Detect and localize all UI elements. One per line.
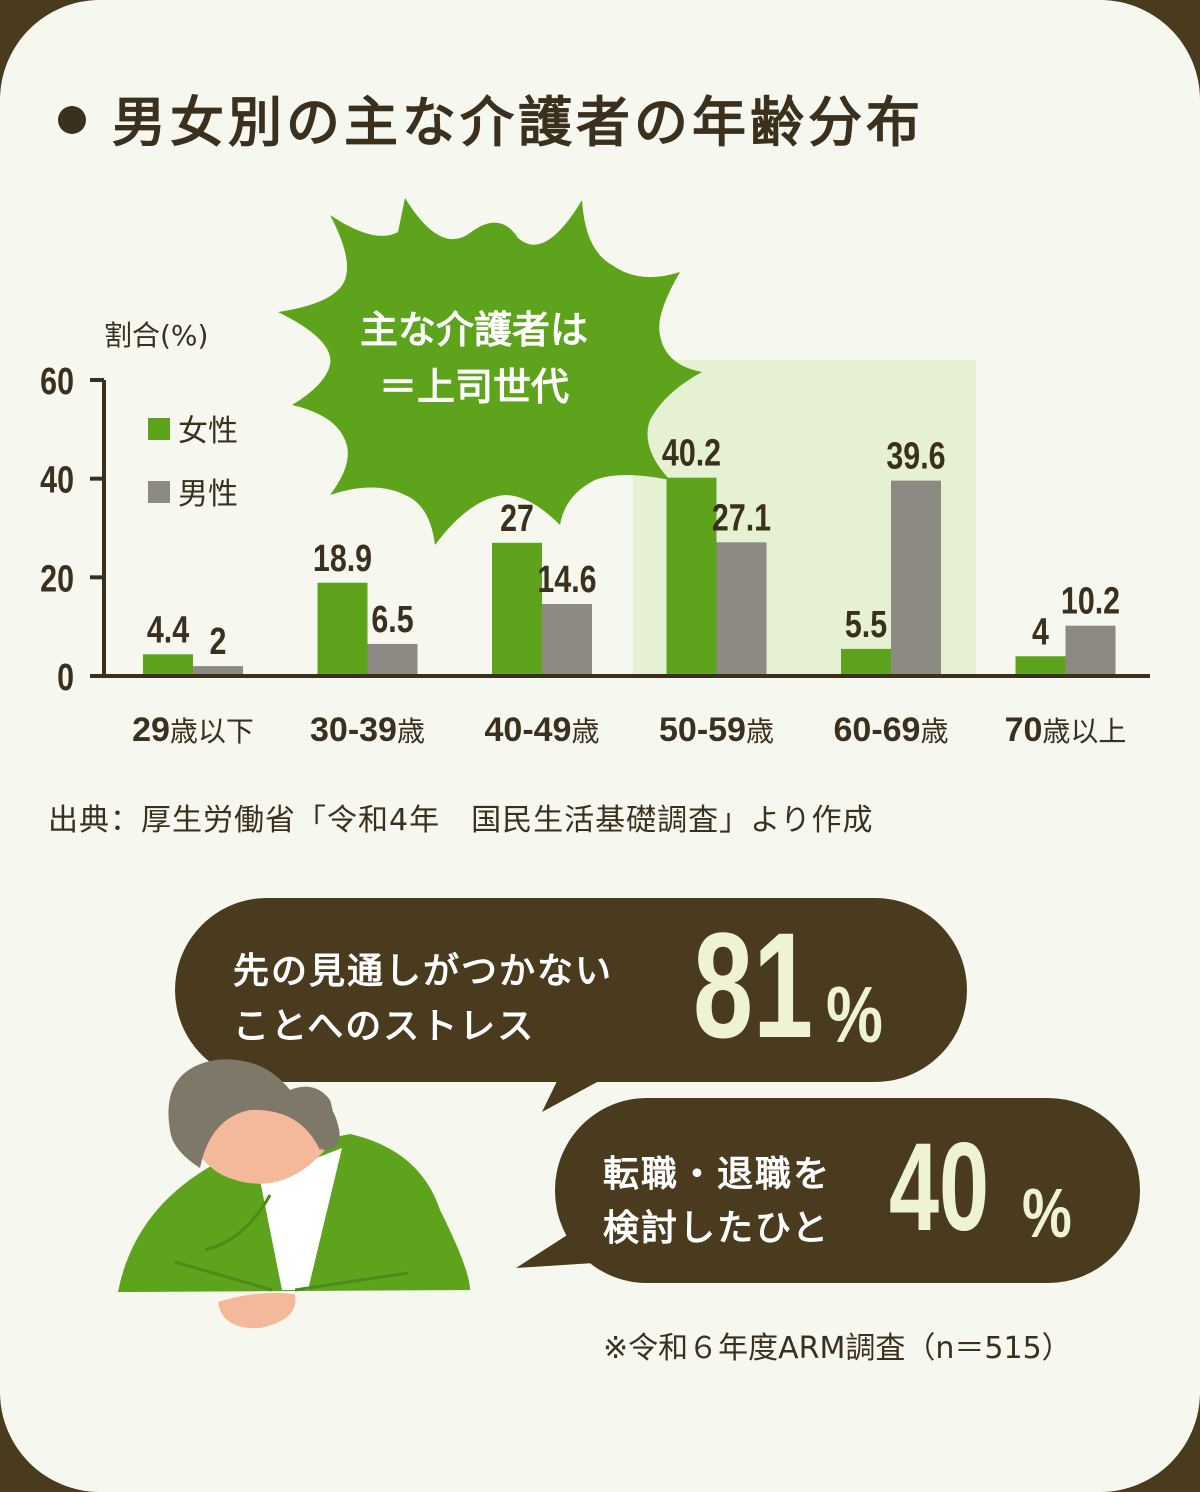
title-text: 男女別の主な介護者の年齢分布 — [112, 91, 924, 154]
stat-2-unit: % — [1022, 1174, 1072, 1252]
bar-value-label: 27 — [500, 498, 534, 540]
bar-value-label: 14.6 — [537, 559, 596, 601]
x-tick-label: 29歳以下 — [132, 711, 254, 749]
source-citation: 出典：厚生労働省「令和4年 国民生活基礎調査」より作成 — [48, 803, 874, 838]
y-tick-label: 40 — [40, 460, 74, 502]
page-title: 男女別の主な介護者の年齢分布 — [58, 78, 924, 157]
bar-male — [367, 643, 418, 676]
x-tick-label: 60-69歳 — [834, 711, 949, 749]
bar-value-label: 18.9 — [313, 538, 372, 580]
bar-male — [891, 480, 941, 676]
y-axis-label: 割合(%) — [104, 319, 208, 352]
worried-person-illustration — [118, 1059, 470, 1329]
stat-1-line-1: 先の見通しがつかない — [233, 951, 614, 992]
bar-male — [716, 542, 767, 676]
stat-1-unit: % — [826, 970, 883, 1059]
bar-value-label: 27.1 — [712, 497, 771, 539]
bars-group — [143, 477, 1116, 676]
stat-1-value: 81 — [693, 901, 814, 1069]
bar-value-label: 10.2 — [1061, 581, 1120, 623]
stat-1-line-2: ことへのストレス — [233, 1006, 536, 1047]
x-tick-label: 50-59歳 — [659, 711, 774, 749]
x-axis-labels: 29歳以下 30-39歳 40-49歳 50-59歳 60-69歳 70歳以上 — [132, 711, 1126, 749]
speech-bubble-1-tail — [542, 1075, 610, 1112]
bar-value-label: 4.4 — [147, 609, 189, 651]
bar-male — [542, 603, 592, 676]
stat-2-line-2: 検討したひと — [603, 1208, 830, 1249]
speech-bubble-1 — [175, 898, 967, 1082]
bar-value-label: 5.5 — [845, 604, 887, 646]
bar-male — [193, 666, 243, 676]
x-tick-label: 40-49歳 — [485, 711, 600, 749]
speech-bubble-2-tail — [516, 1230, 610, 1268]
bar-male — [1065, 625, 1116, 676]
y-tick-label: 60 — [40, 361, 74, 403]
bar-female — [492, 542, 542, 676]
bar-female — [317, 582, 368, 676]
x-tick-label: 30-39歳 — [310, 711, 425, 749]
legend-swatch-male — [148, 481, 170, 503]
y-axis-ticks: 0 20 40 60 — [40, 361, 104, 699]
stat-2-value: 40 — [889, 1118, 990, 1257]
x-tick-label: 70歳以上 — [1005, 711, 1127, 749]
bullet-dot-icon — [58, 106, 86, 135]
legend-swatch-female — [148, 418, 170, 440]
bar-value-label: 39.6 — [886, 436, 945, 478]
survey-note: ※令和６年度ARM調査（n＝515） — [603, 1331, 1072, 1366]
bar-female — [1015, 656, 1066, 676]
bar-value-label: 2 — [210, 621, 227, 663]
stat-2-line-1: 転職・退職を — [603, 1154, 832, 1195]
bar-female — [666, 477, 717, 676]
bar-value-label: 4 — [1032, 611, 1049, 653]
legend-label-female: 女性 — [178, 414, 238, 449]
bar-female — [841, 648, 891, 676]
y-tick-label: 0 — [57, 657, 74, 699]
callout-line-2: ＝上司世代 — [379, 365, 569, 409]
callout-line-1: 主な介護者は — [360, 308, 588, 352]
speech-bubble-2 — [555, 1098, 1140, 1283]
y-tick-label: 20 — [40, 558, 74, 600]
bar-value-label: 40.2 — [662, 433, 721, 475]
legend-label-male: 男性 — [178, 477, 238, 512]
callout-burst-shape — [278, 198, 702, 545]
bar-value-label: 6.5 — [371, 599, 413, 641]
bar-female — [143, 654, 193, 676]
